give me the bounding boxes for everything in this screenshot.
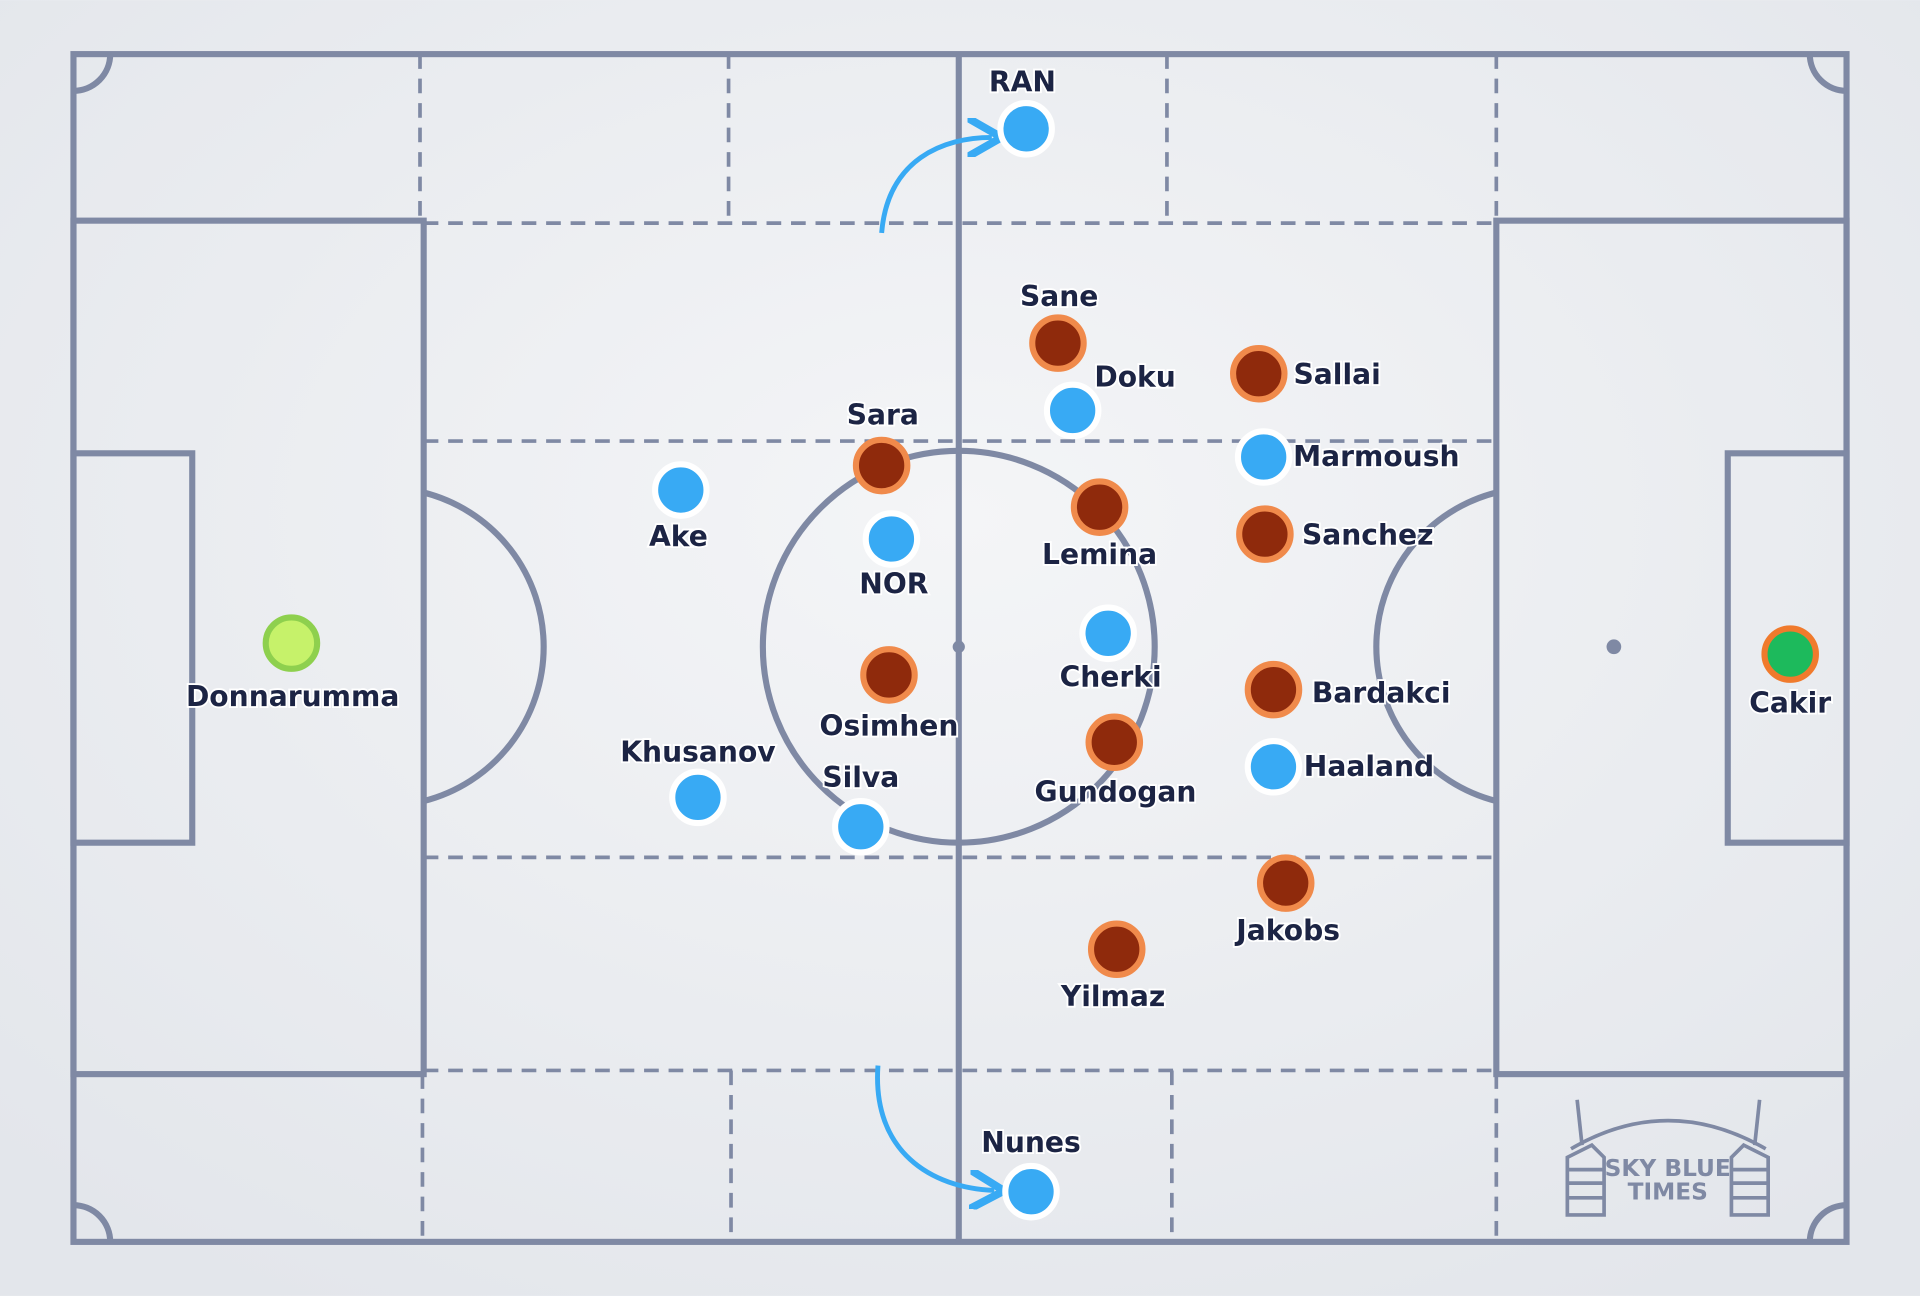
player-name: Doku xyxy=(1094,361,1176,394)
player-name: RAN xyxy=(989,66,1056,99)
player-name: Cakir xyxy=(1749,686,1831,719)
player-name: Silva xyxy=(822,761,899,794)
player-marker xyxy=(669,768,727,827)
player-marker xyxy=(860,646,918,704)
player-name: Nunes xyxy=(981,1126,1081,1159)
player-name: Khusanov xyxy=(620,735,775,768)
player-marker xyxy=(1236,505,1294,563)
player-marker xyxy=(852,436,911,495)
player-marker xyxy=(1234,428,1293,486)
player-name: Sanchez xyxy=(1302,519,1434,552)
player-name: Jakobs xyxy=(1234,914,1340,947)
player-name: Sane xyxy=(1020,280,1098,313)
zone-lines xyxy=(418,54,1499,1242)
player-marker xyxy=(1002,1162,1060,1221)
run-arrow xyxy=(879,137,992,234)
player-marker xyxy=(862,510,921,568)
player-name: Haaland xyxy=(1304,750,1434,783)
pitch xyxy=(70,51,1850,1245)
player-marker xyxy=(1070,478,1129,536)
player-marker xyxy=(262,614,321,672)
player-name: Sara xyxy=(847,399,919,432)
player-marker xyxy=(997,100,1055,158)
player-marker xyxy=(832,798,890,856)
run-arrow xyxy=(875,1065,995,1191)
player-name: Marmoush xyxy=(1293,440,1459,473)
player-name: Yilmaz xyxy=(1060,980,1165,1013)
logo: SKY BLUE TIMES xyxy=(1565,1099,1770,1217)
player-name: Gundogan xyxy=(1035,776,1197,809)
player-marker xyxy=(1230,344,1288,403)
player-marker xyxy=(1043,381,1102,440)
player-name: Bardakci xyxy=(1312,677,1451,710)
player-name: Lemina xyxy=(1042,538,1157,571)
player-marker xyxy=(1029,314,1087,372)
player-marker xyxy=(1244,738,1303,796)
player-name: Cherki xyxy=(1060,661,1162,694)
player-name: NOR xyxy=(859,568,928,601)
player-name: Sallai xyxy=(1294,358,1381,391)
player-marker xyxy=(1085,713,1144,772)
player-marker xyxy=(652,461,710,519)
player-marker xyxy=(1256,854,1315,912)
player-marker xyxy=(1087,920,1146,979)
player-marker xyxy=(1079,604,1137,663)
player-marker xyxy=(1761,625,1819,683)
player-name: Ake xyxy=(649,520,708,553)
player-marker xyxy=(1244,660,1303,719)
logo-text: SKY BLUE xyxy=(1605,1155,1731,1182)
player-name: Donnarumma xyxy=(186,680,399,713)
logo-text: TIMES xyxy=(1628,1178,1708,1205)
player-name: Osimhen xyxy=(820,710,959,743)
